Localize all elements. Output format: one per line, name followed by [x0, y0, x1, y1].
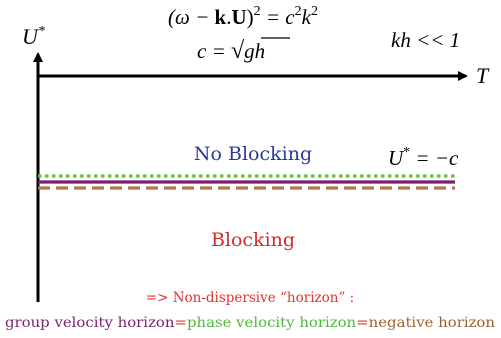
dispersion-equation: (ω − k.U)2 = c2k2	[168, 4, 318, 29]
group-velocity-horizon-text: group velocity horizon	[5, 315, 175, 331]
no-blocking-label: No Blocking	[194, 143, 312, 165]
phase-velocity-horizon-text: phase velocity horizon	[187, 315, 357, 331]
equals-sign-1: =	[174, 315, 186, 331]
footer-heading: => Non-dispersive “horizon” :	[146, 290, 354, 306]
blocking-label: Blocking	[211, 229, 295, 251]
long-wave-condition: kh << 1	[391, 28, 460, 52]
threshold-label: U* = −c	[388, 145, 459, 170]
x-axis-label: T	[476, 63, 490, 88]
footer-horizon-equivalence: group velocity horizon =phase velocity ho…	[5, 315, 495, 331]
y-axis-label: U*	[22, 24, 45, 49]
speed-equation: c = √gh	[197, 38, 265, 64]
negative-horizon-text: negative horizon	[369, 315, 496, 331]
equals-sign-2: =	[356, 315, 368, 331]
